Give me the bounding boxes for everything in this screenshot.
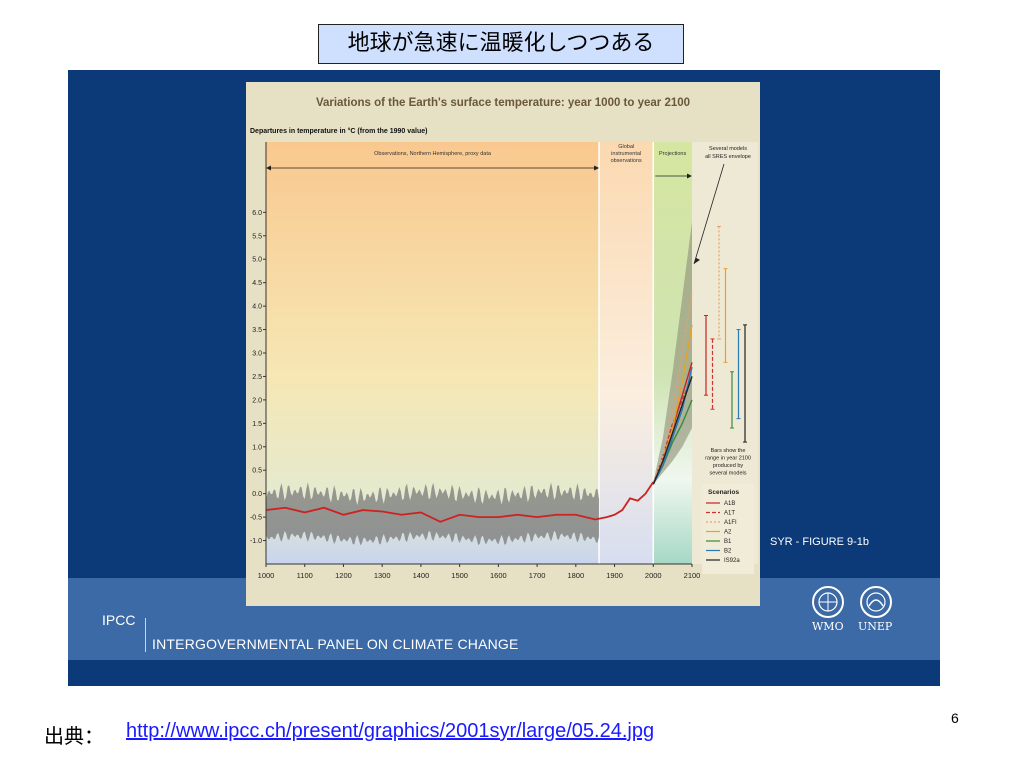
un-emblem-icon (812, 586, 892, 618)
scenario-line-a1fi (652, 291, 693, 485)
region-arrowhead (594, 165, 600, 171)
y-tick-label: -1.0 (250, 538, 262, 545)
legend-entry-is92a: IS92a (724, 558, 740, 564)
legend-box (702, 484, 754, 574)
unep-label: UNEP (858, 620, 893, 633)
y-tick-label: 2.0 (252, 397, 262, 404)
y-tick-label: 4.0 (252, 304, 262, 311)
legend-entry-b1: B1 (724, 539, 732, 545)
x-tick-label: 1700 (529, 571, 546, 580)
chart-title: Variations of the Earth's surface temper… (316, 97, 690, 109)
y-tick-label: 1.0 (252, 444, 262, 451)
envelope-pointer-head (694, 257, 700, 264)
y-tick-label: 5.5 (252, 233, 262, 240)
envelope-pointer (693, 163, 725, 265)
bars-annotation: produced by (713, 463, 744, 469)
x-tick-label: 1600 (490, 571, 507, 580)
bars-annotation: several models (710, 471, 747, 477)
region-label-proxy: Observations, Northern Hemisphere, proxy… (374, 151, 492, 157)
legend-entry-b2: B2 (724, 549, 732, 555)
syr-figure-label: SYR - FIGURE 9-1b (770, 536, 870, 548)
x-tick-label: 1000 (258, 571, 275, 580)
wmo-label: WMO (812, 620, 844, 633)
y-tick-label: 3.0 (252, 351, 262, 358)
legend-title: Scenarios (708, 489, 739, 496)
x-tick-label: 1500 (451, 571, 468, 580)
envelope-annotation: Several models (709, 146, 747, 152)
x-tick-label: 1300 (374, 571, 391, 580)
x-tick-label: 1900 (606, 571, 623, 580)
legend-entry-a2: A2 (724, 530, 732, 536)
footer-bottom (68, 660, 940, 686)
slide-title: 地球が急速に温暖化しつつある (318, 24, 684, 64)
region-1-background (599, 142, 654, 564)
source-link[interactable]: http://www.ipcc.ch/present/graphics/2001… (126, 720, 655, 742)
bars-annotation: range in year 2100 (705, 456, 751, 462)
legend-entry-a1b: A1B (724, 501, 735, 507)
y-tick-label: 1.5 (252, 421, 262, 428)
observed-uncertainty-band (266, 482, 600, 546)
y-axis-label: Departures in temperature in °C (from th… (250, 127, 427, 135)
region-label-instrumental: instrumental (611, 151, 641, 157)
x-tick-label: 2000 (645, 571, 662, 580)
y-tick-label: -0.5 (250, 515, 262, 522)
y-tick-label: 0.5 (252, 468, 262, 475)
observed-temperature-line (265, 481, 655, 523)
page-number: 6 (951, 710, 959, 726)
region-label-projections: Projections (659, 151, 686, 157)
source-label: 出典： (44, 724, 104, 748)
x-tick-label: 1100 (297, 571, 313, 580)
ipcc-full-name: INTERGOVERNMENTAL PANEL ON CLIMATE CHANG… (152, 636, 519, 652)
y-tick-label: 3.5 (252, 327, 262, 334)
region-arrowhead (687, 173, 692, 179)
region-label-instrumental: observations (611, 158, 642, 164)
ipcc-divider (145, 618, 146, 652)
y-tick-label: 4.5 (252, 280, 262, 287)
legend-entry-a1t: A1T (724, 511, 735, 517)
legend-entry-a1fi: A1FI (724, 520, 737, 526)
x-tick-label: 1800 (567, 571, 584, 580)
x-tick-label: 1400 (413, 571, 430, 580)
temperature-chart: Variations of the Earth's surface temper… (246, 82, 760, 606)
y-tick-label: 5.0 (252, 257, 262, 264)
region-arrowhead (266, 165, 271, 171)
wmo-unep-logos: WMO UNEP (806, 584, 906, 634)
scenario-line-is92a (652, 376, 693, 485)
envelope-annotation: all SRES envelope (705, 154, 751, 160)
y-tick-label: 2.5 (252, 374, 262, 381)
x-tick-label: 1200 (335, 571, 352, 580)
ipcc-short-label: IPCC (102, 612, 136, 628)
y-tick-label: 0.0 (252, 491, 262, 498)
y-tick-label: 6.0 (252, 210, 262, 217)
region-label-instrumental: Global (618, 144, 634, 150)
x-tick-label: 2100 (684, 571, 701, 580)
bars-annotation: Bars show the (711, 448, 746, 454)
projection-envelope (653, 221, 692, 485)
